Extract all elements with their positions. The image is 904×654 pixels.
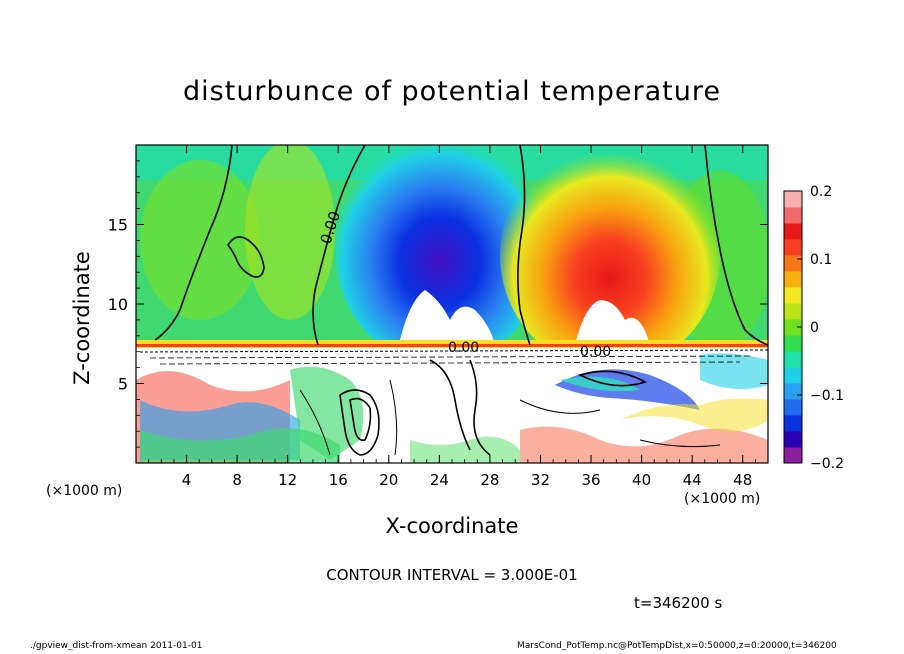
contour-lower-loop-2 bbox=[349, 397, 372, 441]
colorbar-segment bbox=[784, 351, 802, 368]
field-lower-cyan-far-right bbox=[700, 353, 768, 389]
heatmap-field bbox=[136, 145, 768, 463]
colorbar-segment bbox=[784, 271, 802, 288]
colorbar-segment bbox=[784, 287, 802, 304]
cold-core-white bbox=[400, 290, 495, 345]
field-lower-yellow-right bbox=[620, 398, 768, 432]
colorbar bbox=[783, 190, 803, 464]
colorbar-segment bbox=[784, 223, 802, 240]
contour-label-2: 0.00 bbox=[448, 340, 479, 356]
x-tick-label: 36 bbox=[581, 471, 600, 489]
colorbar-segment bbox=[784, 383, 802, 400]
footer-right: MarsCond_PotTemp.nc@PotTempDist,x=0:5000… bbox=[517, 641, 837, 651]
x-tick-label: 16 bbox=[329, 471, 348, 489]
colorbar-segment bbox=[784, 303, 802, 320]
contour-lower-misc bbox=[299, 379, 721, 456]
contour-lower-lines bbox=[429, 359, 491, 456]
chart-title: disturbunce of potential temperature bbox=[183, 76, 721, 107]
field-green-patch-left bbox=[140, 160, 260, 320]
colorbar-segment bbox=[784, 335, 802, 352]
x-tick-label: 12 bbox=[278, 471, 297, 489]
footer-left: ./gpview_dist-from-xmean 2011-01-01 bbox=[30, 641, 203, 651]
x-tick-label: 28 bbox=[480, 471, 499, 489]
colorbar-tick-label: 0.1 bbox=[810, 252, 832, 268]
warm-anomaly bbox=[500, 145, 720, 370]
x-unit-label-left: (×1000 m) bbox=[46, 483, 123, 499]
x-tick-label: 8 bbox=[232, 471, 242, 489]
x-tick-label: 44 bbox=[683, 471, 702, 489]
field-lower-green-left bbox=[140, 428, 340, 463]
x-axis-ticks: 4 8 12 16 20 24 28 32 36 40 44 48 bbox=[148, 145, 756, 489]
colorbar-segment bbox=[784, 255, 802, 272]
x-axis-label: X-coordinate bbox=[385, 514, 519, 538]
colorbar-segment bbox=[784, 431, 802, 448]
field-yellowgreen-patch bbox=[245, 145, 335, 320]
colorbar-tick-label: 0 bbox=[810, 320, 819, 336]
x-tick-label: 4 bbox=[182, 471, 192, 489]
warm-core-white bbox=[575, 300, 650, 345]
colorbar-segment bbox=[784, 447, 802, 464]
contour-lower-loop-1 bbox=[339, 389, 380, 456]
field-lower-red-right bbox=[520, 426, 768, 463]
colorbar-segment bbox=[784, 399, 802, 416]
y-axis-label: Z-coordinate bbox=[70, 251, 94, 385]
contour-line-right bbox=[704, 145, 768, 346]
colorbar-tick-label: −0.1 bbox=[810, 388, 844, 404]
time-label: t=346200 s bbox=[634, 594, 723, 612]
cold-anomaly bbox=[335, 145, 545, 365]
x-tick-label: 32 bbox=[531, 471, 550, 489]
colorbar-tick-label: 0.2 bbox=[810, 184, 832, 200]
x-tick-label: 20 bbox=[379, 471, 398, 489]
contour-interval-label: CONTOUR INTERVAL = 3.000E-01 bbox=[326, 566, 578, 584]
colorbar-segment bbox=[784, 415, 802, 432]
y-axis-ticks: 5 10 15 bbox=[108, 160, 768, 448]
contour-dashed-lines bbox=[149, 355, 751, 365]
contour-loop bbox=[227, 236, 265, 278]
field-boundary-red bbox=[136, 344, 768, 347]
y-tick-label: 10 bbox=[108, 295, 128, 314]
y-tick-label: 15 bbox=[108, 216, 128, 235]
colorbar-segment bbox=[784, 239, 802, 256]
x-tick-label: 40 bbox=[632, 471, 651, 489]
colorbar-segment bbox=[784, 191, 802, 208]
contour-line-zero-left bbox=[312, 145, 366, 346]
colorbar-ticks: 0.2 0.1 0 −0.1 −0.2 bbox=[797, 184, 844, 472]
contour-lower-right bbox=[577, 370, 647, 387]
colorbar-tick-label: −0.2 bbox=[810, 456, 844, 472]
field-lower-green-mid bbox=[290, 366, 364, 460]
colorbar-segment bbox=[784, 367, 802, 384]
contour-lines bbox=[139, 145, 768, 456]
contour-label-3: 0.00 bbox=[580, 344, 611, 360]
colorbar-segment bbox=[784, 319, 802, 336]
contour-line-left bbox=[154, 145, 233, 341]
x-unit-label-right: (×1000 m) bbox=[684, 491, 761, 507]
y-tick-label: 5 bbox=[118, 375, 128, 394]
x-tick-label: 48 bbox=[733, 471, 752, 489]
field-lower-cyan-right bbox=[560, 376, 640, 392]
contour-line-zero-center bbox=[517, 145, 531, 346]
colorbar-segment bbox=[784, 207, 802, 224]
x-tick-label: 24 bbox=[430, 471, 449, 489]
field-lower-green-center bbox=[410, 436, 520, 463]
